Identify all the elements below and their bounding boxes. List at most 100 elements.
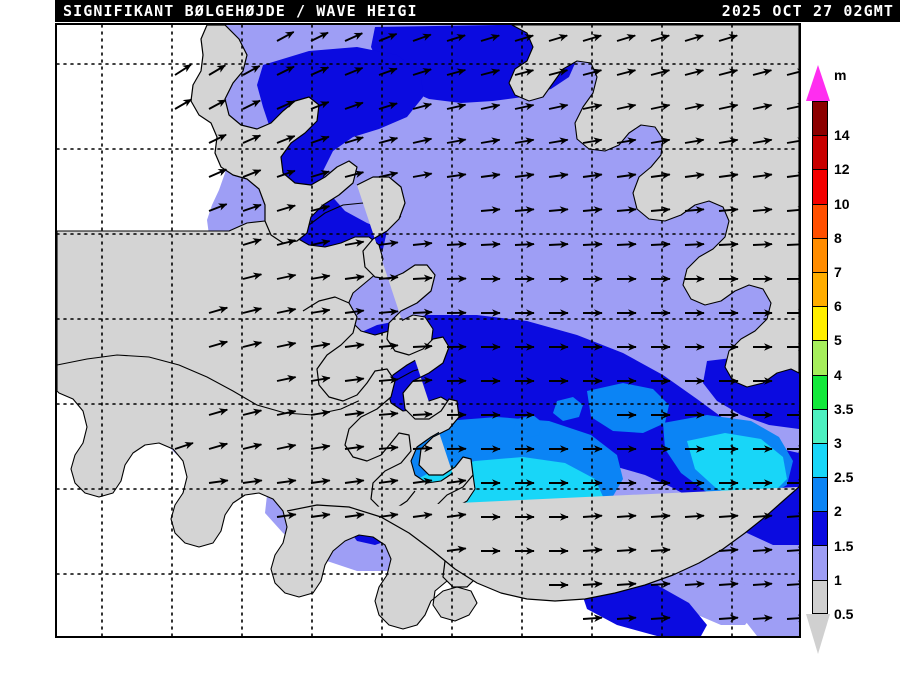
wave-direction-arrow (786, 512, 799, 521)
colorbar-tick-8: 8 (834, 229, 842, 246)
wave-direction-arrow (616, 614, 637, 623)
colorbar-band-0p5 (812, 579, 828, 614)
colorbar-tick-5: 5 (834, 332, 842, 349)
wave-direction-arrow (786, 68, 799, 76)
title-bar: SIGNIFIKANT BØLGEHØJDE / WAVE HEIGI 2025… (55, 0, 900, 22)
wave-direction-arrow (718, 171, 739, 180)
wave-direction-arrows (174, 31, 799, 623)
colorbar-band-4 (812, 340, 828, 375)
wave-direction-arrow (412, 240, 433, 248)
wave-direction-arrow (752, 546, 773, 555)
wave-direction-arrow (344, 101, 364, 110)
wave-direction-arrow (208, 477, 229, 486)
wave-direction-arrow (684, 240, 705, 249)
wave-direction-arrow (242, 306, 263, 315)
wave-direction-arrow (616, 102, 637, 111)
wave-direction-arrow (310, 238, 331, 247)
wave-direction-arrow (616, 68, 637, 76)
colorbar-band-stack (812, 101, 828, 614)
wave-direction-arrow (310, 204, 331, 212)
wave-direction-arrow (752, 137, 773, 145)
wave-direction-arrow (684, 34, 704, 42)
wave-direction-arrow (208, 133, 227, 144)
wave-direction-arrow (446, 102, 467, 111)
wave-direction-arrow (446, 545, 467, 554)
wave-direction-arrow (684, 206, 705, 214)
wave-direction-arrow (650, 34, 670, 42)
map-frame[interactable] (55, 23, 801, 638)
wave-direction-arrow (412, 410, 433, 419)
wave-direction-arrow (684, 137, 705, 145)
colorbar-band-14 (812, 101, 828, 136)
wave-direction-arrow (514, 34, 534, 42)
colorbar-tick-14: 14 (834, 127, 850, 144)
wave-direction-arrow (276, 169, 296, 178)
wave-direction-arrow (480, 34, 500, 42)
wave-direction-arrow (616, 546, 637, 555)
wave-direction-arrow (208, 203, 228, 212)
wave-direction-arrow (412, 376, 433, 385)
land-germany-poland-coast (286, 486, 799, 602)
wave-direction-arrow (412, 171, 433, 179)
wave-direction-arrow (616, 137, 637, 145)
contour-band-1p5-2-small2 (513, 415, 543, 439)
wave-direction-arrow (752, 102, 773, 111)
wave-direction-arrow (718, 614, 739, 623)
wave-direction-arrow (514, 171, 535, 180)
wave-direction-arrow (650, 240, 671, 249)
wave-direction-arrow (446, 171, 467, 180)
wave-direction-arrow (242, 99, 261, 110)
wave-direction-arrow (378, 239, 399, 248)
wave-direction-arrow (582, 34, 602, 42)
wave-direction-arrow (514, 240, 535, 249)
wave-height-colorbar[interactable]: m 14 12 10 8 7 6 5 4 3.5 3 2.5 2 1.5 1 0.5 (806, 65, 900, 654)
wave-direction-arrow (786, 171, 799, 180)
wave-direction-arrow (616, 206, 637, 214)
wave-direction-arrow (378, 102, 398, 110)
wave-direction-arrow (480, 206, 501, 214)
wave-direction-arrow (174, 63, 192, 76)
wave-direction-arrow (752, 580, 773, 589)
wave-direction-arrow (208, 442, 229, 450)
wave-direction-arrow (412, 274, 433, 283)
wave-direction-arrow (446, 68, 467, 76)
wave-direction-arrow (310, 170, 330, 178)
wave-direction-arrow (310, 511, 331, 520)
wave-direction-arrow (412, 477, 433, 486)
wave-direction-arrow (786, 240, 799, 249)
wave-direction-arrow (684, 512, 705, 521)
wave-direction-arrow (344, 32, 363, 42)
land-masses (57, 25, 799, 630)
wave-direction-arrow (208, 306, 229, 314)
wave-direction-arrow (718, 546, 739, 555)
wave-direction-arrow (718, 512, 739, 521)
wave-direction-arrow (310, 66, 330, 76)
wave-direction-arrow (514, 102, 535, 111)
wave-direction-arrow (310, 31, 329, 42)
wave-direction-arrow (718, 34, 738, 42)
wave-direction-arrow (378, 67, 398, 76)
wave-direction-arrow (276, 238, 297, 246)
wave-direction-arrow (276, 443, 297, 451)
wave-direction-arrow (480, 240, 501, 249)
wave-direction-arrow (548, 206, 569, 214)
colorbar-band-8 (812, 203, 828, 238)
significant-wave-height-map[interactable] (57, 25, 799, 636)
page-title: SIGNIFIKANT BØLGEHØJDE / WAVE HEIGI (63, 2, 418, 20)
wave-direction-arrow (378, 274, 399, 282)
wave-direction-arrow (310, 273, 331, 281)
wave-direction-arrow (616, 580, 637, 589)
wave-direction-arrow (276, 100, 296, 110)
wave-direction-arrow (378, 444, 399, 452)
wave-direction-arrow (480, 137, 501, 145)
wave-direction-arrow (310, 101, 330, 110)
wave-direction-arrow (276, 477, 297, 486)
wave-direction-arrow (514, 137, 535, 145)
colorbar-tick-2p5: 2.5 (834, 469, 854, 486)
wave-direction-arrow (276, 511, 297, 520)
wave-direction-arrow (786, 546, 799, 555)
wave-direction-arrow (684, 580, 705, 589)
wave-direction-arrow (344, 307, 365, 316)
contour-band-1p5-2-small1 (553, 397, 583, 421)
